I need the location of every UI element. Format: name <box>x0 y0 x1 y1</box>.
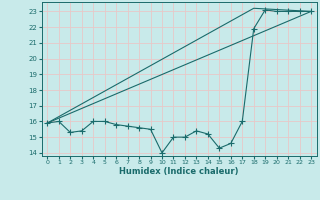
X-axis label: Humidex (Indice chaleur): Humidex (Indice chaleur) <box>119 167 239 176</box>
